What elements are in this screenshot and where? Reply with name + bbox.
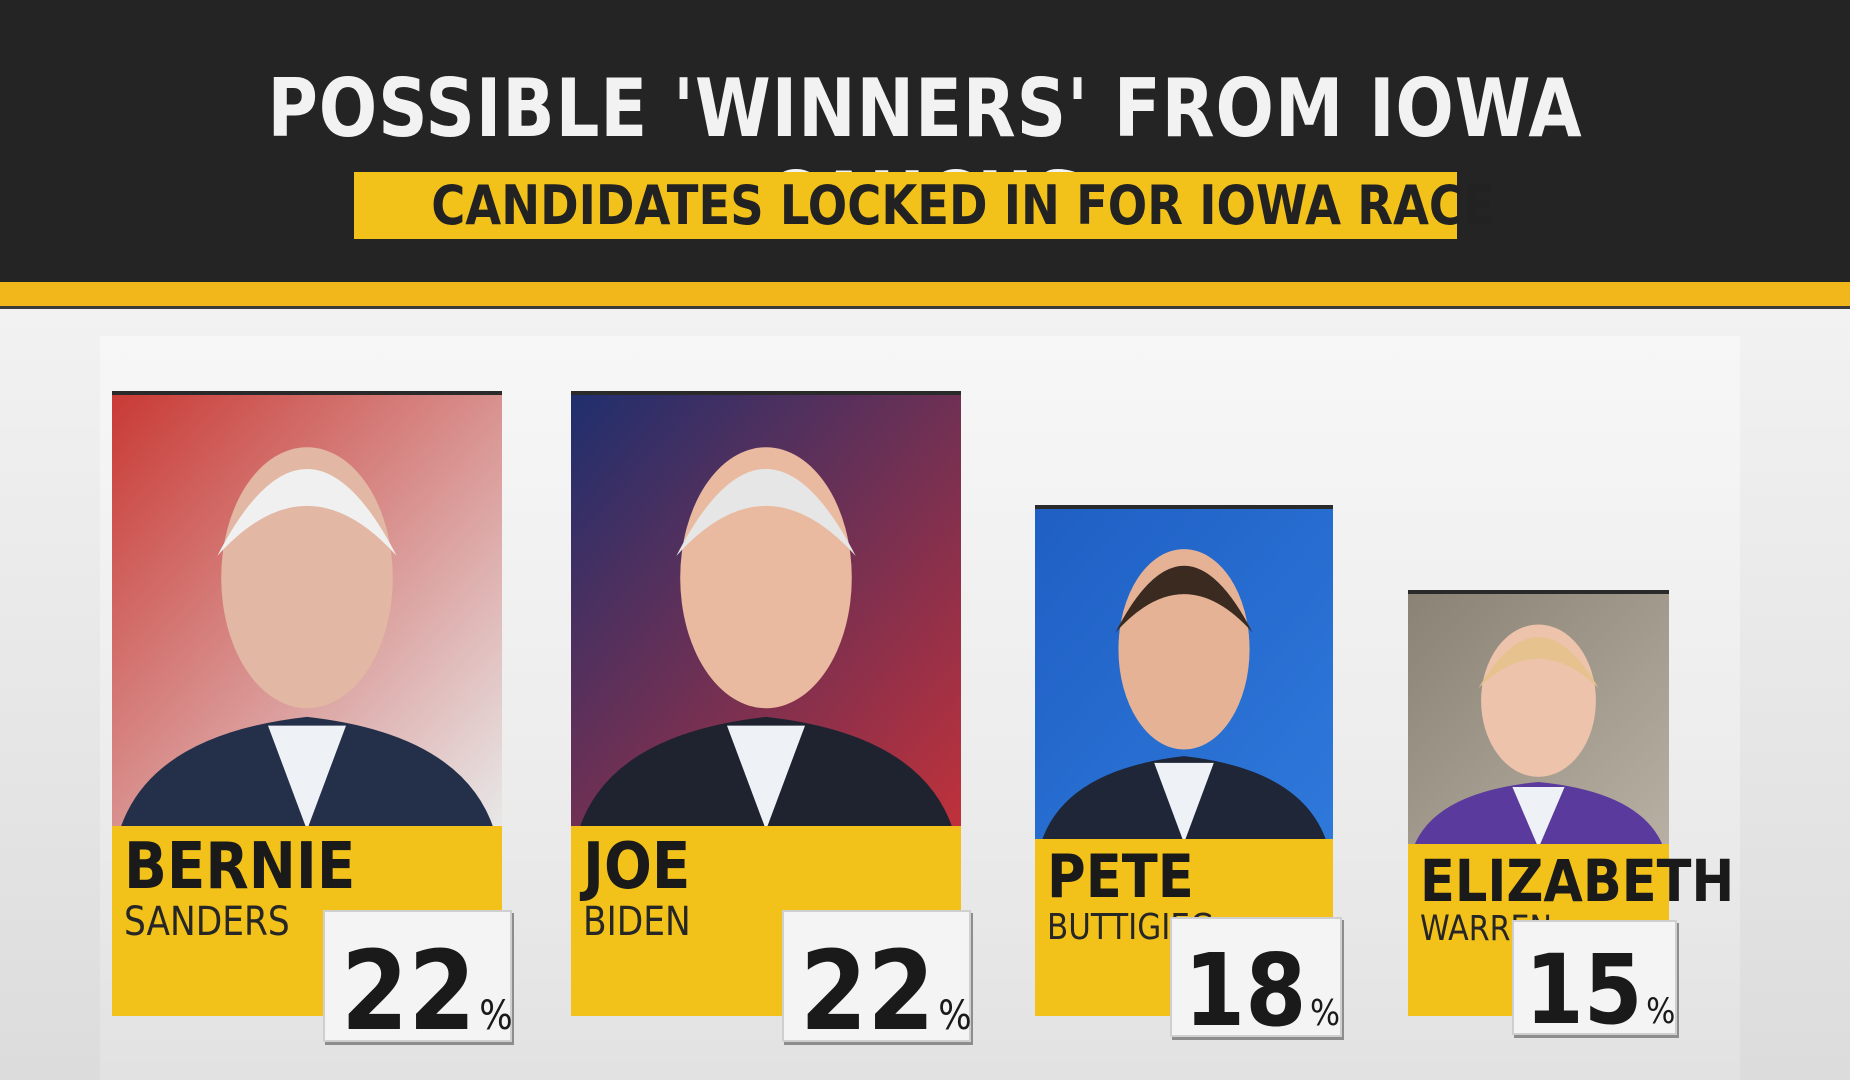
bar-biden: JOE BIDEN 22% xyxy=(571,391,972,1055)
candidate-first-name: ELIZABETH xyxy=(1420,847,1735,915)
elizabeth-warren-photo xyxy=(1408,590,1669,848)
bar-sanders: BERNIE SANDERS 22% xyxy=(112,391,513,1055)
bar-buttigieg: PETE BUTTIGIEG 18% xyxy=(1035,505,1342,1049)
value-unit: % xyxy=(479,993,513,1039)
pete-buttigieg-photo xyxy=(1035,505,1333,843)
value-label-biden: 22% xyxy=(782,910,972,1055)
header-bar: POSSIBLE 'WINNERS' FROM IOWA CAUCUS CAND… xyxy=(0,0,1850,282)
value-label-sanders: 22% xyxy=(323,910,513,1055)
candidate-first-name: BERNIE xyxy=(124,830,356,904)
joe-biden-photo xyxy=(571,391,961,830)
value-text: 18% xyxy=(1184,932,1340,1049)
value-label-warren: 15% xyxy=(1512,920,1677,1046)
value-unit: % xyxy=(1646,992,1676,1032)
value-text: 22% xyxy=(800,927,972,1055)
bar-warren: ELIZABETH WARREN 15% xyxy=(1408,590,1734,1046)
value-unit: % xyxy=(1309,993,1341,1034)
candidate-last-name: SANDERS xyxy=(124,899,290,945)
candidate-last-name: BIDEN xyxy=(583,899,691,945)
value-number: 15 xyxy=(1525,934,1643,1046)
value-number: 22 xyxy=(341,927,476,1055)
bernie-sanders-photo xyxy=(112,391,502,830)
value-text: 15% xyxy=(1525,934,1675,1046)
subtitle-banner: CANDIDATES LOCKED IN FOR IOWA RACE xyxy=(354,172,1495,239)
value-label-buttigieg: 18% xyxy=(1170,917,1342,1049)
candidate-first-name: JOE xyxy=(583,830,691,904)
header-stripe xyxy=(0,282,1850,309)
candidate-first-name: PETE xyxy=(1047,842,1194,912)
chart-subtitle: CANDIDATES LOCKED IN FOR IOWA RACE xyxy=(431,174,1495,237)
value-unit: % xyxy=(938,993,972,1039)
value-number: 22 xyxy=(800,927,935,1055)
value-text: 22% xyxy=(341,927,513,1055)
value-number: 18 xyxy=(1184,932,1307,1049)
